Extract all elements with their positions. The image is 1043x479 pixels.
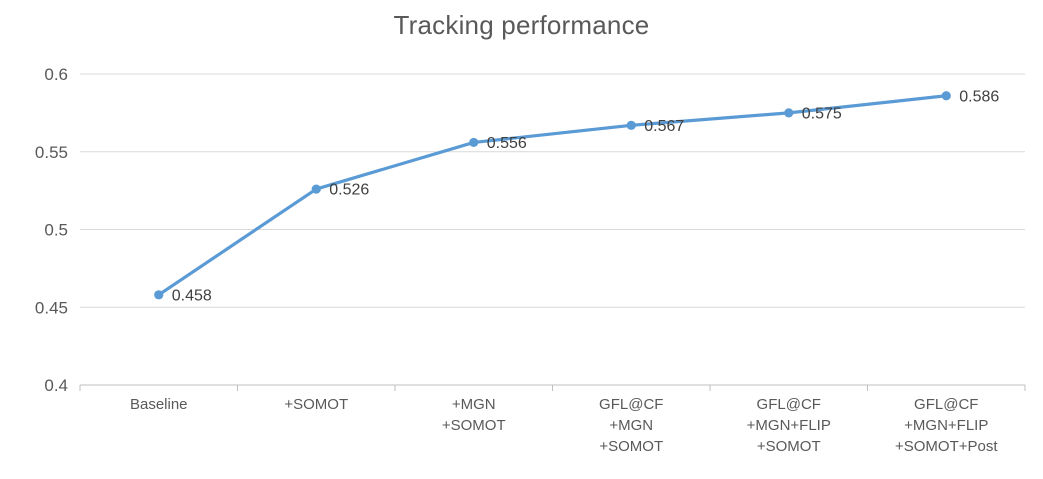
data-point-label: 0.586 <box>959 88 999 105</box>
data-point-label: 0.458 <box>172 287 212 304</box>
data-point-marker <box>941 91 951 101</box>
series-line <box>157 94 948 297</box>
y-tick-label: 0.55 <box>35 143 68 162</box>
data-point-marker <box>154 290 164 300</box>
data-point-label: 0.575 <box>802 105 842 122</box>
x-category-label: Baseline <box>130 396 188 413</box>
data-point-marker <box>626 120 636 130</box>
chart-title: Tracking performance <box>393 10 650 40</box>
data-point-marker <box>784 108 794 118</box>
x-category-label: GFL@CF +MGN +SOMOT <box>599 396 663 455</box>
x-category-label: GFL@CF +MGN+FLIP +SOMOT+Post <box>895 396 998 455</box>
data-point-label: 0.567 <box>644 118 684 135</box>
x-category-label: GFL@CF +MGN+FLIP +SOMOT <box>747 396 831 455</box>
y-tick-label: 0.5 <box>44 221 68 240</box>
x-category-label: +MGN +SOMOT <box>442 396 506 434</box>
y-tick-label: 0.6 <box>44 65 68 84</box>
y-tick-label: 0.45 <box>35 298 68 317</box>
x-category-label: +SOMOT <box>284 396 348 413</box>
data-point-label: 0.556 <box>487 135 527 152</box>
y-tick-label: 0.4 <box>44 376 68 395</box>
data-point-marker <box>469 137 479 148</box>
data-point-label: 0.526 <box>329 182 369 199</box>
data-point-marker <box>311 184 321 194</box>
